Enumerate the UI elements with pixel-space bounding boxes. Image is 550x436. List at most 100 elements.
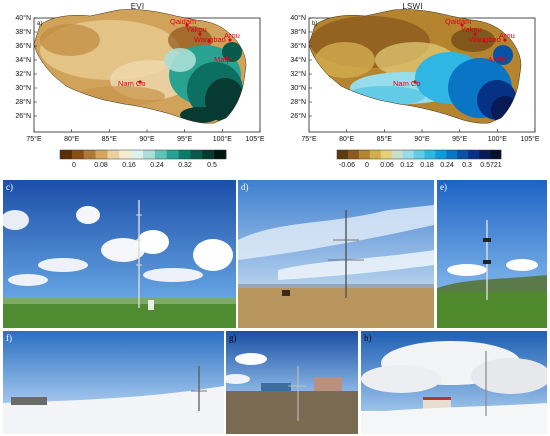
place-label: Qaidam xyxy=(445,17,471,26)
colorbar-swatch xyxy=(347,150,360,159)
colorbar-swatch xyxy=(446,150,458,159)
lon-tick-label: 100°E xyxy=(488,135,507,143)
lat-tick-label: 40°N xyxy=(290,14,306,22)
lat-tick-label: 38°N xyxy=(290,28,306,36)
colorbar-swatch xyxy=(202,150,215,159)
lswi-colorbar xyxy=(336,149,502,160)
photo-label: e) xyxy=(440,182,447,192)
lon-tick-label: 105°E xyxy=(520,135,539,143)
lat-tick-label: 34°N xyxy=(15,56,31,64)
site-marker xyxy=(224,56,228,60)
lon-tick-label: 105°E xyxy=(245,135,264,143)
lat-tick-label: 28°N xyxy=(290,98,306,106)
colorbar-swatch xyxy=(119,150,132,159)
evi-colorbar-labels: 0 0.08 0.16 0.24 0.32 0.5 xyxy=(72,162,217,169)
colorbar-tick-label: 0.06 xyxy=(380,162,394,169)
colorbar-frame xyxy=(336,149,502,160)
colorbar-swatch xyxy=(479,150,491,159)
lat-tick-label: 38°N xyxy=(15,28,31,36)
colorbar-swatch xyxy=(214,150,227,159)
photo-label: d) xyxy=(241,182,249,192)
site-photo-h: h) xyxy=(361,331,547,434)
lon-tick-label: 100°E xyxy=(213,135,232,143)
evi-colorbar xyxy=(59,149,227,160)
colorbar-tick-label: 0.3 xyxy=(462,162,472,169)
colorbar-swatch xyxy=(337,150,349,159)
place-label: Yakou xyxy=(461,25,482,34)
lat-tick-label: 26°N xyxy=(15,112,31,120)
lon-tick-label: 75°E xyxy=(26,135,42,143)
site-photo-e: e) xyxy=(437,180,547,328)
lat-tick-label: 34°N xyxy=(290,56,306,64)
lat-tick-label: 26°N xyxy=(290,112,306,120)
place-label: Wangbao xyxy=(194,35,226,44)
lat-tick-label: 36°N xyxy=(15,42,31,50)
colorbar-swatch xyxy=(143,150,156,159)
colorbar-tick-label: 0.08 xyxy=(94,162,108,169)
longitude-axis: 75°E 80°E 85°E 90°E 95°E 100°E 105°E xyxy=(301,129,540,143)
site-photo-f: f) xyxy=(3,331,224,434)
colorbar-swatch xyxy=(83,150,96,159)
lon-tick-label: 75°E xyxy=(301,135,317,143)
lat-tick-label: 28°N xyxy=(15,98,31,106)
place-label: Wangbao xyxy=(469,35,501,44)
place-label: Yakou xyxy=(186,25,207,34)
site-marker xyxy=(503,38,507,42)
lon-tick-label: 90°E xyxy=(414,135,430,143)
colorbar-tick-label: 0.24 xyxy=(440,162,454,169)
lon-tick-label: 80°E xyxy=(339,135,355,143)
colorbar-tick-label: 0.24 xyxy=(150,162,164,169)
map-title: EVI xyxy=(130,2,145,11)
place-label: Maqu xyxy=(489,55,508,64)
site-photo-c: c) xyxy=(3,180,236,328)
site-photo-g: g) xyxy=(226,331,358,434)
lat-tick-label: 32°N xyxy=(290,70,306,78)
colorbar-swatch xyxy=(166,150,179,159)
latitude-axis: 40°N 38°N 36°N 34°N 32°N 30°N 28°N 26°N xyxy=(15,14,37,120)
lswi-colorbar-labels: -0.06 0 0.06 0.12 0.18 0.24 0.3 0.5721 xyxy=(339,162,502,169)
colorbar-tick-label: 0.32 xyxy=(178,162,192,169)
lon-tick-label: 85°E xyxy=(377,135,393,143)
lswi-map-panel: LSWI Qaidam Yakou xyxy=(275,0,550,172)
colorbar-tick-label: 0 xyxy=(365,162,369,169)
colorbar-tick-label: 0.5 xyxy=(207,162,217,169)
colorbar-swatch xyxy=(391,150,403,159)
colorbar-swatch xyxy=(380,150,392,159)
colorbar-swatch xyxy=(468,150,480,159)
photo-label: g) xyxy=(229,333,237,343)
colorbar-swatch xyxy=(413,150,425,159)
site-marker xyxy=(413,80,417,84)
evi-map-panel: EVI Qa xyxy=(0,0,275,172)
colorbar-swatch xyxy=(71,150,85,159)
site-marker xyxy=(228,38,232,42)
place-label: Arou xyxy=(224,31,240,40)
place-label: Qaidam xyxy=(170,17,196,26)
colorbar-frame xyxy=(59,149,227,160)
colorbar-swatch xyxy=(190,150,203,159)
colorbar-swatch xyxy=(95,150,108,159)
colorbar-tick-label: -0.06 xyxy=(339,162,355,169)
colorbar-tick-label: 0.18 xyxy=(420,162,434,169)
place-label: Nam Co xyxy=(118,79,146,88)
site-marker xyxy=(198,32,202,36)
site-marker xyxy=(138,80,142,84)
lat-tick-label: 30°N xyxy=(15,84,31,92)
colorbar-swatch xyxy=(369,150,382,159)
photo-label: c) xyxy=(6,182,13,192)
colorbar-swatch xyxy=(154,150,168,159)
panel-label: a) xyxy=(37,21,42,27)
colorbar-swatch xyxy=(457,150,469,159)
colorbar-tick-label: 0.16 xyxy=(122,162,136,169)
photo-label: h) xyxy=(364,333,372,343)
lat-tick-label: 40°N xyxy=(15,14,31,22)
site-marker xyxy=(482,39,486,43)
colorbar-swatch xyxy=(490,150,502,159)
site-photo-d: d) xyxy=(238,180,434,328)
lon-tick-label: 80°E xyxy=(64,135,80,143)
lon-tick-label: 85°E xyxy=(102,135,118,143)
evi-map: Qaidam Yakou Wangbao Maqu Nam Co Arou a)… xyxy=(15,9,265,169)
place-label: Maqu xyxy=(214,55,233,64)
map-title: LSWI xyxy=(402,2,423,11)
latitude-axis: 40°N 38°N 36°N 34°N 32°N 30°N 28°N 26°N xyxy=(290,14,312,120)
panel-label: b) xyxy=(312,21,317,27)
